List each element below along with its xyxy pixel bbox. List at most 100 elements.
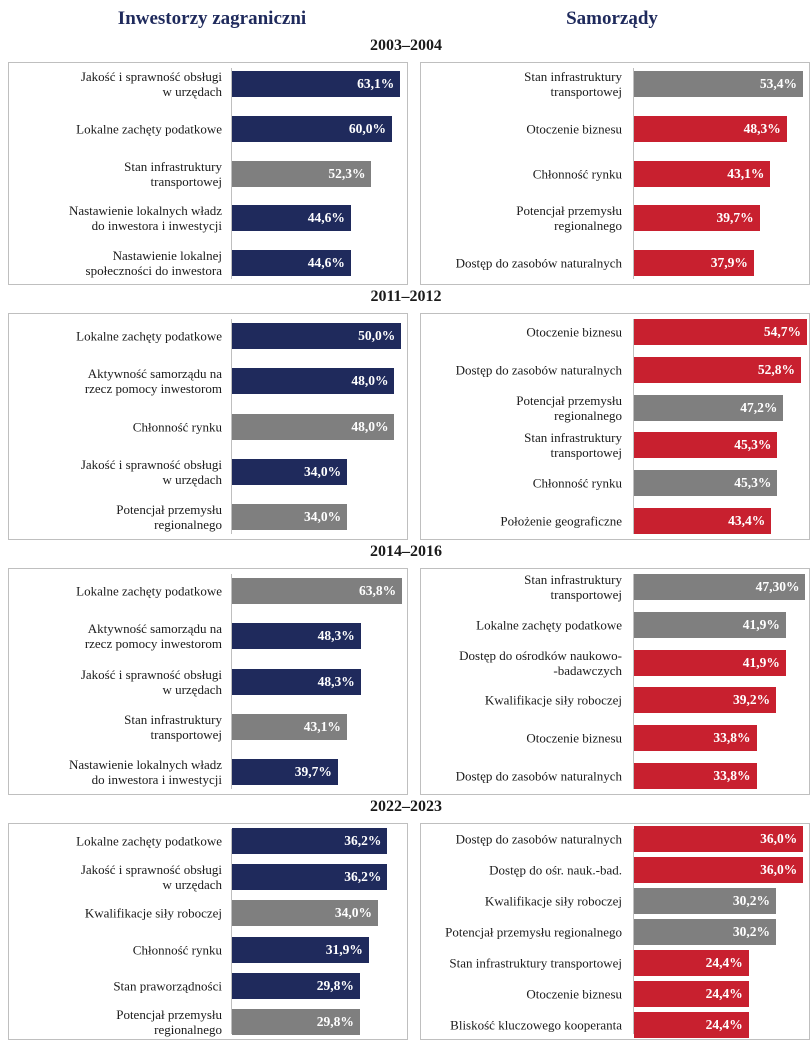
bar xyxy=(232,713,347,740)
bar xyxy=(634,949,749,976)
panel xyxy=(420,823,810,1040)
value-label: 36,0% xyxy=(760,861,798,877)
axis-line xyxy=(231,574,232,789)
bar xyxy=(232,504,348,531)
bar xyxy=(232,115,392,142)
period-title: 2014–2016 xyxy=(370,543,442,560)
category-label: Lokalne zachęty podatkowe xyxy=(476,617,622,633)
value-label: 63,1% xyxy=(357,76,395,92)
bar xyxy=(232,322,402,349)
panel xyxy=(8,823,408,1040)
bar xyxy=(232,458,348,485)
value-label: 37,9% xyxy=(710,254,748,270)
value-label: 30,2% xyxy=(732,892,771,908)
bar xyxy=(232,759,338,786)
category-label: Stan infrastruktury transportowej xyxy=(524,571,622,602)
category-label: Lokalne zachęty podatkowe xyxy=(76,328,222,344)
column-title: Samorządy xyxy=(566,8,658,29)
category-label: Stan praworządności xyxy=(113,978,222,994)
category-label: Nastawienie lokalnej społeczności do inw… xyxy=(85,247,222,278)
value-label: 39,7% xyxy=(294,764,332,780)
bar xyxy=(634,763,757,790)
value-label: 50,0% xyxy=(358,327,396,343)
category-label: Stan infrastruktury transportowej xyxy=(524,430,622,461)
category-label: Chłonność rynku xyxy=(132,419,222,434)
category-label: Dostęp do zasobów naturalnych xyxy=(455,768,622,784)
bar xyxy=(634,470,778,497)
bar xyxy=(232,936,369,963)
value-label: 41,9% xyxy=(742,654,780,670)
panel xyxy=(8,62,408,285)
category-label: Potencjał przemysłu regionalnego xyxy=(516,392,622,423)
category-label: Aktywność samorządu na rzecz pomocy inwe… xyxy=(84,366,222,397)
value-label: 52,3% xyxy=(328,165,366,181)
value-label: 24,4% xyxy=(705,985,743,1001)
category-label: Stan infrastruktury transportowej xyxy=(124,158,222,189)
bar xyxy=(232,668,361,695)
value-label: 48,3% xyxy=(317,628,355,644)
category-label: Otoczenie biznesu xyxy=(526,324,622,340)
bar xyxy=(634,508,772,535)
value-label: 48,0% xyxy=(351,418,389,434)
category-label: Bliskość kluczowego kooperanta xyxy=(450,1017,622,1032)
category-label: Jakość i sprawność obsługi w urzędach xyxy=(80,666,222,697)
value-label: 36,2% xyxy=(344,833,382,849)
bar xyxy=(634,649,786,676)
category-label: Lokalne zachęty podatkowe xyxy=(76,121,222,137)
column-title: Inwestorzy zagraniczni xyxy=(117,8,307,29)
category-label: Dostęp do zasobów naturalnych xyxy=(455,362,622,378)
bar xyxy=(232,205,351,232)
category-label: Otoczenie biznesu xyxy=(526,121,622,137)
category-label: Jakość i sprawność obsługi w urzędach xyxy=(80,456,222,487)
panel xyxy=(420,313,810,540)
bar xyxy=(232,249,351,276)
bar xyxy=(634,356,802,383)
bar xyxy=(634,249,754,276)
value-label: 41,9% xyxy=(742,616,780,632)
category-label: Dostęp do ośrodków naukowo- -badawczych xyxy=(459,647,622,678)
bar xyxy=(634,115,787,142)
category-label: Chłonność rynku xyxy=(532,475,622,491)
bar xyxy=(634,432,778,459)
period-title: 2003–2004 xyxy=(370,37,442,54)
value-label: 34,0% xyxy=(334,905,372,921)
category-label: Nastawienie lokalnych władz do inwestora… xyxy=(68,203,222,234)
value-label: 43,4% xyxy=(728,513,766,529)
value-label: 44,6% xyxy=(307,210,345,226)
value-label: 54,7% xyxy=(763,323,802,339)
category-label: Położenie geograficzne xyxy=(500,513,622,529)
bar xyxy=(232,1008,360,1035)
category-label: Lokalne zachęty podatkowe xyxy=(76,583,222,599)
value-label: 60,0% xyxy=(348,120,386,136)
bar xyxy=(634,573,806,600)
category-label: Dostęp do ośr. nauk.-bad. xyxy=(489,862,622,877)
bar xyxy=(232,413,395,440)
category-label: Lokalne zachęty podatkowe xyxy=(76,833,222,849)
bar xyxy=(634,318,808,345)
bar xyxy=(232,577,403,604)
axis-line xyxy=(231,319,232,534)
bar xyxy=(634,205,760,232)
bar xyxy=(634,687,777,714)
panel xyxy=(8,313,408,540)
value-label: 44,6% xyxy=(307,254,345,270)
value-label: 33,8% xyxy=(713,730,751,746)
period-title: 2022–2023 xyxy=(370,798,442,815)
panel xyxy=(420,62,810,285)
axis-line xyxy=(633,68,634,279)
bar xyxy=(232,623,361,650)
value-label: 48,3% xyxy=(743,120,781,136)
value-label: 24,4% xyxy=(705,1016,743,1032)
bar xyxy=(634,980,749,1007)
value-label: 43,1% xyxy=(727,165,765,181)
category-label: Nastawienie lokalnych władz do inwestora… xyxy=(68,757,222,788)
category-label: Kwalifikacje siły roboczej xyxy=(484,692,622,708)
category-label: Chłonność rynku xyxy=(132,942,222,958)
category-label: Jakość i sprawność obsługi w urzędach xyxy=(80,862,222,893)
value-label: 34,0% xyxy=(303,463,342,479)
value-label: 48,3% xyxy=(317,673,355,689)
bar xyxy=(634,1011,749,1038)
panel xyxy=(420,568,810,795)
value-label: 36,0% xyxy=(760,830,798,846)
